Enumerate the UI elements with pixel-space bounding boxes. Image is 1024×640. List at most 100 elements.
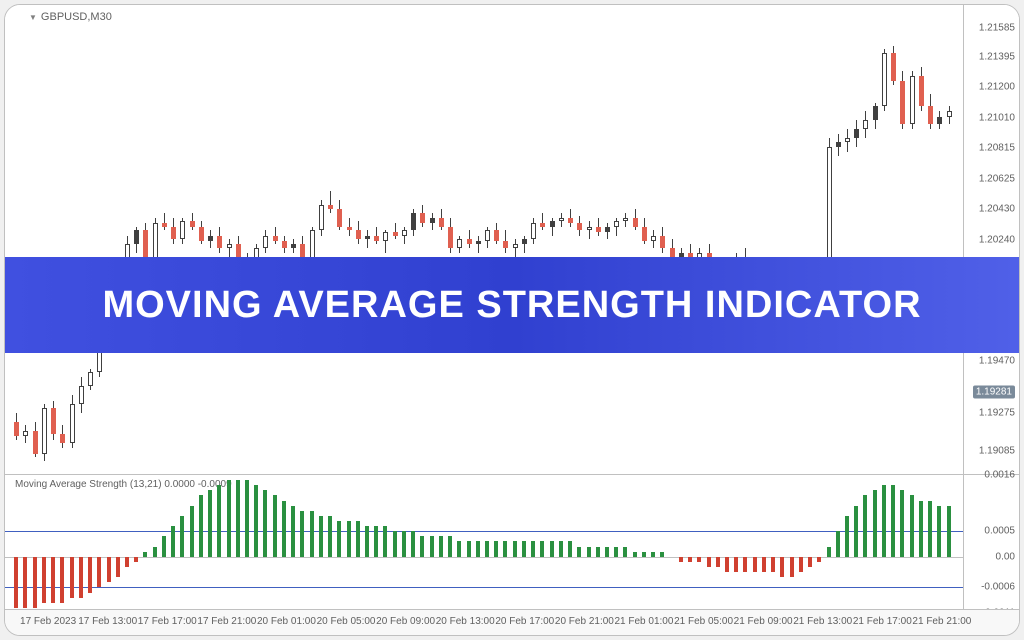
- histogram-bar: [743, 557, 747, 572]
- histogram-bar: [282, 501, 286, 557]
- histogram-bar: [411, 531, 415, 557]
- time-label: 17 Feb 21:00: [197, 616, 256, 627]
- price-label: 1.19470: [979, 356, 1015, 367]
- histogram-bar: [780, 557, 784, 577]
- histogram-bar: [42, 557, 46, 603]
- title-banner: MOVING AVERAGE STRENGTH INDICATOR: [5, 257, 1019, 353]
- histogram-bar: [513, 541, 517, 556]
- histogram-bar: [623, 547, 627, 557]
- histogram-bar: [559, 541, 563, 556]
- histogram-bar: [605, 547, 609, 557]
- histogram-bar: [70, 557, 74, 598]
- histogram-bar: [707, 557, 711, 567]
- histogram-bar: [863, 495, 867, 556]
- histogram-bar: [919, 501, 923, 557]
- histogram-bar: [208, 490, 212, 556]
- histogram-bar: [522, 541, 526, 556]
- time-label: 21 Feb 17:00: [853, 616, 912, 627]
- histogram-bar: [245, 480, 249, 557]
- histogram-bar: [550, 541, 554, 556]
- histogram-bar: [51, 557, 55, 603]
- histogram-area[interactable]: [5, 475, 963, 609]
- histogram-bar: [771, 557, 775, 572]
- histogram-bar: [79, 557, 83, 598]
- histogram-bar: [254, 485, 258, 557]
- chart-container: GBPUSD,M30 1.215851.213951.212001.210101…: [4, 4, 1020, 636]
- histogram-bar: [227, 480, 231, 557]
- histogram-bar: [263, 490, 267, 556]
- histogram-bar: [383, 526, 387, 557]
- histogram-bar: [827, 547, 831, 557]
- histogram-bar: [125, 557, 129, 567]
- histogram-bar: [190, 506, 194, 557]
- histogram-bar: [374, 526, 378, 557]
- price-label: 1.20625: [979, 173, 1015, 184]
- histogram-bar: [494, 541, 498, 556]
- time-label: 17 Feb 13:00: [78, 616, 137, 627]
- histogram-bar: [614, 547, 618, 557]
- histogram-bar: [116, 557, 120, 577]
- histogram-bar: [503, 541, 507, 556]
- histogram-bar: [97, 557, 101, 588]
- time-label: 20 Feb 01:00: [257, 616, 316, 627]
- histogram-bar: [328, 516, 332, 557]
- histogram-bar: [587, 547, 591, 557]
- histogram-bar: [679, 557, 683, 562]
- histogram-bar: [882, 485, 886, 557]
- histogram-bar: [873, 490, 877, 556]
- time-label: 21 Feb 21:00: [912, 616, 971, 627]
- histogram-bar: [217, 485, 221, 557]
- histogram-bar: [651, 552, 655, 557]
- candle-area[interactable]: [5, 5, 963, 474]
- indicator-label: -0.0006: [981, 582, 1015, 593]
- histogram-bar: [568, 541, 572, 556]
- histogram-bar: [633, 552, 637, 557]
- price-label: 1.19085: [979, 445, 1015, 456]
- histogram-bar: [947, 506, 951, 557]
- histogram-bar: [854, 506, 858, 557]
- histogram-bar: [642, 552, 646, 557]
- price-label: 1.20430: [979, 204, 1015, 215]
- price-chart[interactable]: GBPUSD,M30 1.215851.213951.212001.210101…: [5, 5, 1019, 475]
- time-label: 20 Feb 17:00: [495, 616, 554, 627]
- histogram-bar: [467, 541, 471, 556]
- price-label: 1.20815: [979, 143, 1015, 154]
- price-label: 1.21010: [979, 112, 1015, 123]
- time-label: 21 Feb 09:00: [734, 616, 793, 627]
- histogram-bar: [291, 506, 295, 557]
- time-label: 20 Feb 05:00: [317, 616, 376, 627]
- time-axis: 17 Feb 202317 Feb 13:0017 Feb 17:0017 Fe…: [5, 609, 1019, 635]
- histogram-bar: [485, 541, 489, 556]
- histogram-bar: [393, 531, 397, 557]
- price-axis: 1.215851.213951.212001.210101.208151.206…: [963, 5, 1019, 474]
- histogram-bar: [171, 526, 175, 557]
- histogram-bar: [153, 547, 157, 557]
- histogram-bar: [457, 541, 461, 556]
- histogram-bar: [531, 541, 535, 556]
- histogram-bar: [734, 557, 738, 572]
- histogram-bar: [808, 557, 812, 567]
- histogram-bar: [365, 526, 369, 557]
- histogram-bar: [799, 557, 803, 572]
- histogram-bar: [577, 547, 581, 557]
- histogram-bar: [430, 536, 434, 556]
- time-label: 20 Feb 13:00: [436, 616, 495, 627]
- price-label: 1.21585: [979, 23, 1015, 34]
- histogram-bar: [910, 495, 914, 556]
- indicator-label: 0.0016: [984, 470, 1015, 481]
- histogram-bar: [420, 536, 424, 556]
- histogram-bar: [300, 511, 304, 557]
- time-label: 21 Feb 05:00: [674, 616, 733, 627]
- histogram-bar: [596, 547, 600, 557]
- time-label: 20 Feb 21:00: [555, 616, 614, 627]
- histogram-bar: [33, 557, 37, 608]
- histogram-bar: [836, 531, 840, 557]
- histogram-bar: [402, 531, 406, 557]
- histogram-bar: [891, 485, 895, 557]
- indicator-panel[interactable]: Moving Average Strength (13,21) 0.0000 -…: [5, 475, 1019, 609]
- price-label: 1.21200: [979, 82, 1015, 93]
- histogram-bar: [476, 541, 480, 556]
- histogram-bar: [337, 521, 341, 557]
- indicator-label: 0.00: [996, 551, 1015, 562]
- level-line: [5, 587, 963, 588]
